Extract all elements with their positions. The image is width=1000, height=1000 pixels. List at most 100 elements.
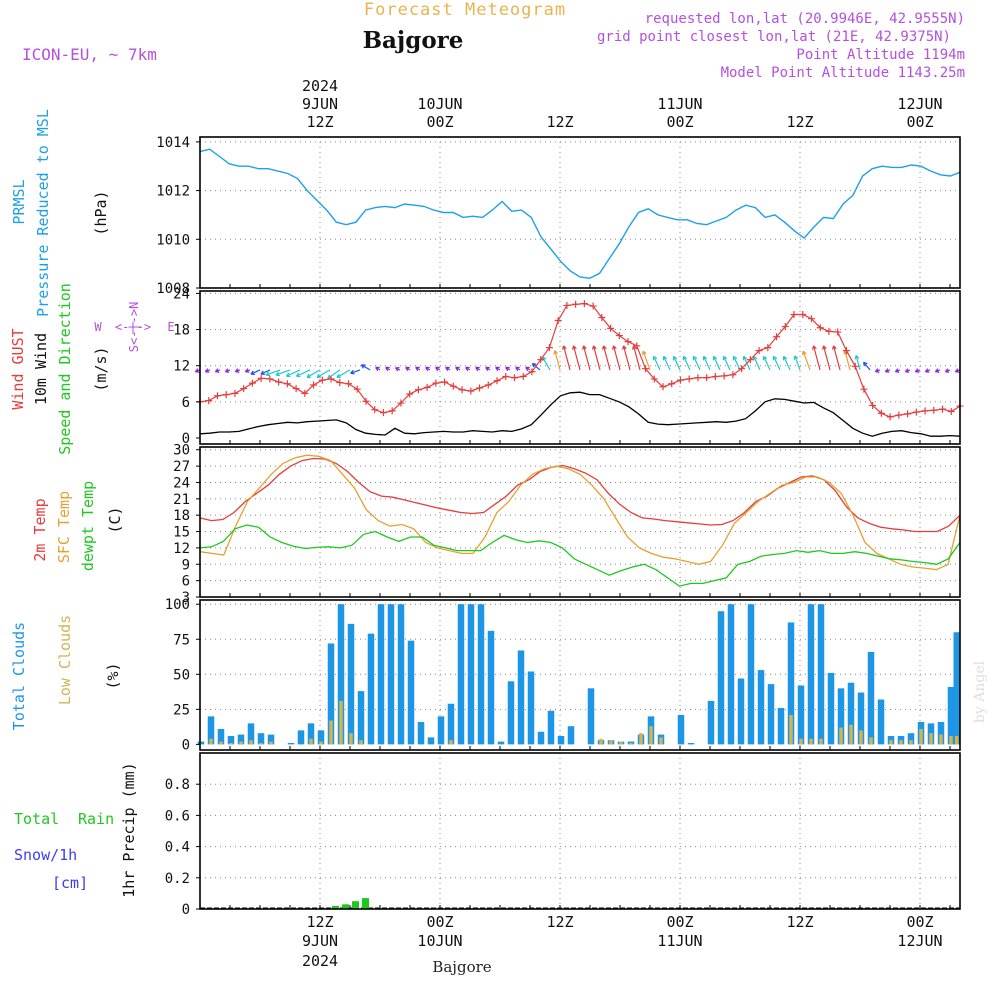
gust-marker (729, 371, 737, 379)
gust-marker (493, 377, 501, 385)
gust-marker (310, 381, 318, 389)
wind-arrow (582, 345, 591, 371)
y-tick-label: 25 (173, 702, 190, 718)
total-cloud-bar (337, 604, 345, 745)
low-cloud-bar (889, 740, 893, 745)
top-time-label: 00Z (906, 113, 933, 131)
gust-marker (930, 406, 938, 414)
wind-arrow (944, 368, 951, 373)
label-rain: Rain (78, 810, 114, 828)
gust-marker (834, 328, 842, 336)
gust-marker (563, 301, 571, 309)
wind-arrow (894, 368, 901, 373)
label-speed-direction: Speed and Direction (56, 283, 74, 455)
wind-arrow (692, 355, 701, 371)
gust-marker (642, 365, 650, 373)
wind-arrow (682, 355, 691, 371)
bottom-time-label: 00Z (906, 913, 933, 931)
wind-arrow (934, 368, 941, 373)
low-cloud-bar (659, 737, 663, 745)
total-cloud-bar (537, 731, 545, 745)
gust-marker (790, 310, 798, 318)
total-cloud-bar (297, 730, 305, 745)
gust-marker (519, 373, 527, 381)
gust-marker (886, 413, 894, 421)
rain-bar (362, 898, 369, 909)
gust-marker (633, 342, 641, 350)
label-hpa: (hPa) (92, 190, 110, 235)
low-cloud-bar (269, 741, 273, 745)
temperature-panel (199, 454, 961, 587)
wind-arrow (260, 369, 271, 375)
gust-marker (510, 374, 518, 382)
y-tick-label: 0 (182, 431, 190, 447)
low-cloud-bar (239, 741, 243, 745)
wind-arrow (572, 345, 581, 371)
gust-marker (607, 324, 615, 332)
wind-arrow (360, 364, 371, 371)
footer-location: Bajgore (432, 958, 491, 976)
wind-arrow (732, 355, 741, 371)
wind-arrow (762, 355, 771, 371)
label-total: Total (14, 810, 59, 828)
total-cloud-bar (317, 730, 325, 745)
pressure-panel (199, 148, 961, 280)
label-low-clouds: Low Clouds (56, 615, 74, 705)
wind-arrow (265, 369, 281, 377)
total-cloud-bar (287, 742, 295, 745)
gust-marker (240, 385, 248, 393)
total-cloud-bar (247, 723, 255, 745)
wind-arrow (525, 366, 531, 372)
y-tick-label: 0.8 (165, 777, 190, 793)
wind-arrow (641, 350, 651, 371)
low-cloud-bar (949, 735, 953, 745)
total-cloud-bar (217, 728, 225, 745)
gust-marker (755, 347, 763, 355)
rain-bar (342, 904, 349, 909)
wind-arrow (475, 366, 481, 372)
total-cloud-bar (327, 643, 335, 745)
low-cloud-bar (609, 740, 613, 745)
total-cloud-bar (407, 640, 415, 745)
wind-arrow (316, 369, 331, 379)
wind-arrow (632, 345, 641, 371)
gust-marker (301, 389, 309, 397)
top-time-label: 00Z (666, 113, 693, 131)
precip-panel (200, 898, 960, 909)
top-time-label: 12Z (786, 113, 813, 131)
wind-arrow (914, 368, 921, 373)
temperature-frame (199, 446, 961, 598)
wind-arrow (405, 366, 411, 372)
wind-arrow (394, 366, 401, 372)
y-tick-label: 1010 (156, 232, 190, 248)
wind-arrow (425, 366, 431, 372)
bottom-time-label: 00Z (666, 913, 693, 931)
wind-arrow (553, 350, 561, 371)
wind-arrow (465, 366, 471, 372)
wind-arrow (350, 369, 361, 375)
gust-marker (895, 411, 903, 419)
top-time-label: 12Z (546, 113, 573, 131)
y-tick-label: 12 (173, 359, 190, 375)
gust-marker (467, 387, 475, 395)
gust-marker (746, 356, 754, 364)
wind-arrow (854, 355, 861, 371)
gust-marker (222, 391, 230, 399)
gust-marker (842, 347, 850, 355)
gust-marker (694, 374, 702, 382)
wind-arrow (562, 345, 571, 371)
wind-arrow (822, 345, 831, 371)
gust-marker (773, 333, 781, 341)
wind-arrow (375, 366, 381, 372)
requested-coords: requested lon,lat (20.9946E, 42.9555N) (645, 11, 965, 27)
clouds-frame (199, 599, 961, 751)
low-cloud-bar (329, 720, 333, 745)
wind-arrow (832, 345, 841, 371)
y-tick-label: 3 (182, 590, 190, 606)
gust-marker (327, 375, 335, 383)
bottom-time-label: 11JUN (657, 932, 702, 950)
gust-marker (580, 300, 588, 308)
gust-marker (388, 407, 396, 415)
gust-marker (912, 408, 920, 416)
model-altitude: Model Point Altitude 1143.25m (721, 65, 965, 81)
